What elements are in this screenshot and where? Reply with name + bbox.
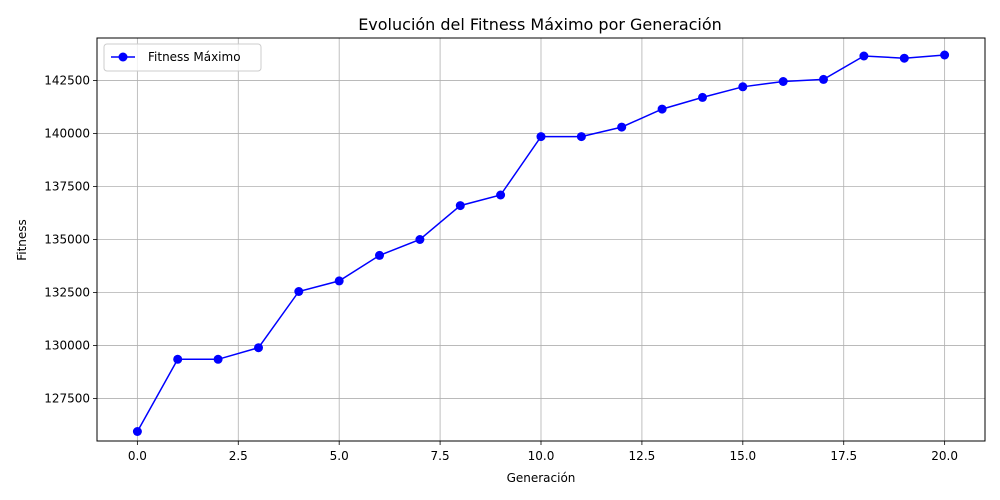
data-point [375, 250, 384, 260]
data-point [738, 82, 748, 92]
data-point [294, 287, 304, 296]
data-point [778, 77, 788, 86]
data-point [334, 276, 344, 286]
y-tick-label: 127500 [44, 392, 90, 406]
y-tick-label: 140000 [44, 126, 90, 140]
grid-lines [97, 38, 985, 441]
legend-label: Fitness Máximo [148, 50, 241, 64]
x-tick-label: 15.0 [729, 449, 756, 463]
data-point [132, 427, 142, 436]
data-point [576, 132, 586, 142]
x-tick-label: 5.0 [330, 449, 349, 463]
data-point [496, 190, 506, 200]
data-point [657, 104, 667, 114]
x-tick-label: 10.0 [528, 449, 555, 463]
data-point [940, 50, 950, 60]
data-point [213, 354, 223, 364]
data-point [415, 235, 425, 244]
data-point [899, 53, 909, 63]
y-tick-label: 137500 [44, 179, 90, 193]
legend-marker-swatch [118, 52, 128, 62]
y-axis-label: Fitness [15, 219, 29, 261]
data-point [254, 343, 263, 353]
data-point [617, 122, 627, 132]
legend: Fitness Máximo [103, 43, 262, 72]
x-tick-label: 7.5 [431, 449, 450, 463]
y-axis: 127500 130000 132500 135000 137500 140000 1425… [44, 73, 97, 406]
x-tick-label: 20.0 [931, 449, 958, 463]
data-point [536, 132, 546, 142]
legend-box [103, 43, 262, 72]
x-tick-label: 2.5 [229, 449, 248, 463]
series-group [132, 50, 950, 436]
x-tick-label: 12.5 [629, 449, 656, 463]
y-tick-label: 135000 [44, 233, 90, 247]
x-tick-label: 17.5 [830, 449, 857, 463]
data-point [173, 354, 183, 364]
y-tick-label: 142500 [44, 73, 90, 87]
data-point [859, 51, 869, 61]
x-axis: 0.0 2.5 5.0 7.5 10.0 12.5 15.0 17.5 20.0 [128, 441, 958, 463]
y-tick-label: 132500 [44, 286, 90, 300]
data-point [819, 74, 828, 84]
data-point [455, 201, 465, 211]
y-tick-label: 130000 [44, 339, 90, 353]
chart-title: Evolución del Fitness Máximo por Generac… [358, 15, 722, 34]
data-point [698, 92, 707, 102]
x-tick-label: 0.0 [128, 449, 147, 463]
x-axis-label: Generación [507, 471, 576, 485]
